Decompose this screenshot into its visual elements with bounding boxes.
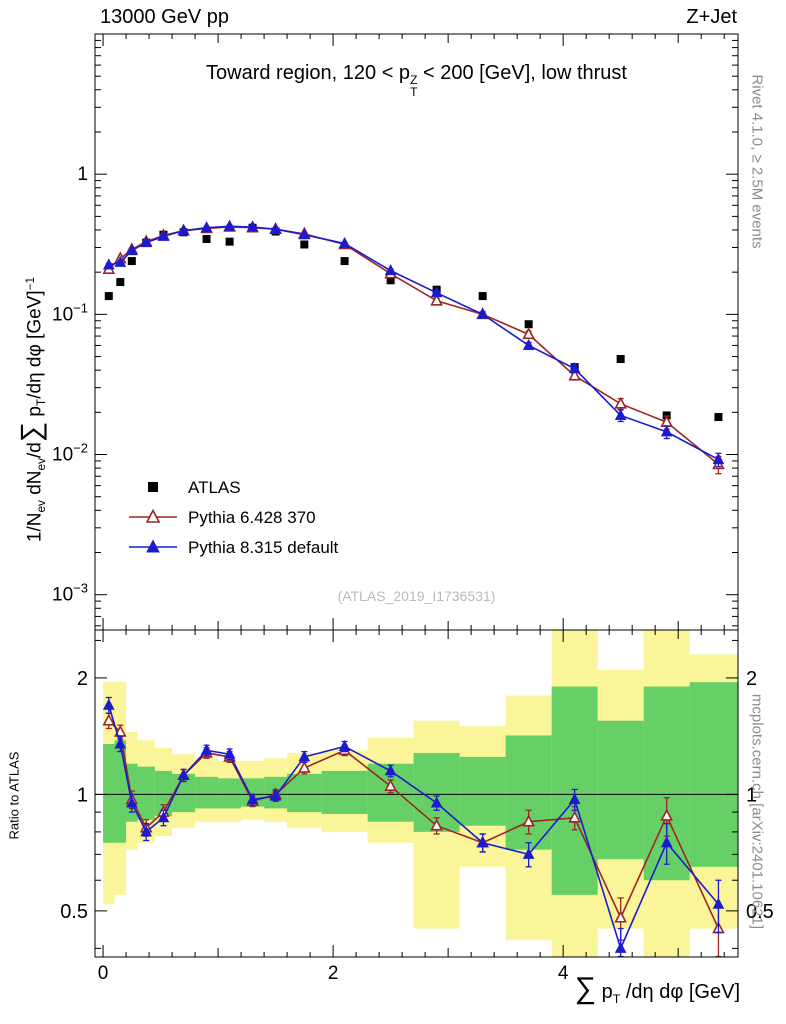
ratio-series-pythia-8-315-default <box>102 696 725 958</box>
header-process: Z+Jet <box>686 6 737 28</box>
ratio-y-axis-ticks: 0.5 0.5 1 1 2 2 <box>60 639 774 949</box>
svg-text:0: 0 <box>98 963 109 984</box>
ratio-y-axis-label: Ratio to ATLAS <box>6 751 22 840</box>
legend-item-pythia-6-428-370: Pythia 6.428 370 <box>129 508 316 527</box>
svg-text:1: 1 <box>77 164 88 185</box>
legend-item-pythia-8-315-default: Pythia 8.315 default <box>129 538 339 557</box>
legend-label: Pythia 6.428 370 <box>188 508 316 527</box>
legend-item-atlas: ATLAS <box>148 478 241 497</box>
svg-text:1: 1 <box>746 784 757 806</box>
analysis-id-watermark: (ATLAS_2019_I1736531) <box>337 588 496 604</box>
svg-text:1: 1 <box>77 784 88 806</box>
main-y-axis-label: 1/Nev dNev/d∑ pT/dη dφ [GeV]−1 <box>15 276 49 543</box>
x-axis-label: ∑ pT /dη dφ [GeV] <box>574 972 740 1006</box>
main-series-atlas <box>104 223 723 422</box>
main-series-pythia-6-428-370 <box>102 219 725 475</box>
main-y-axis-ticks: 10−3 10−2 10−1 1 <box>52 39 738 627</box>
x-axis-ticks: 0 2 4 <box>98 34 725 984</box>
ratio-uncertainty-bands <box>103 630 738 957</box>
panel-frames <box>94 33 739 958</box>
main-series-pythia-8-315-default <box>102 219 725 468</box>
svg-text:10−3: 10−3 <box>52 581 88 606</box>
svg-text:0.5: 0.5 <box>746 901 774 923</box>
legend: ATLAS Pythia 6.428 370 Pythia 8.315 defaul… <box>129 478 339 557</box>
svg-text:2: 2 <box>328 963 339 984</box>
legend-label: ATLAS <box>188 478 241 497</box>
header-beam-energy: 13000 GeV pp <box>100 6 229 28</box>
svg-text:2: 2 <box>746 668 757 690</box>
legend-label: Pythia 8.315 default <box>188 538 339 557</box>
svg-text:4: 4 <box>558 963 569 984</box>
svg-text:10−2: 10−2 <box>52 441 88 466</box>
svg-text:10−1: 10−1 <box>52 300 88 325</box>
mcplots-reference-note: mcplots.cern.ch [arXiv:2401.10621] <box>748 693 766 930</box>
svg-text:2: 2 <box>77 668 88 690</box>
rivet-version-note: Rivet 4.1.0, ≥ 2.5M events <box>748 74 766 249</box>
svg-text:0.5: 0.5 <box>60 901 88 923</box>
